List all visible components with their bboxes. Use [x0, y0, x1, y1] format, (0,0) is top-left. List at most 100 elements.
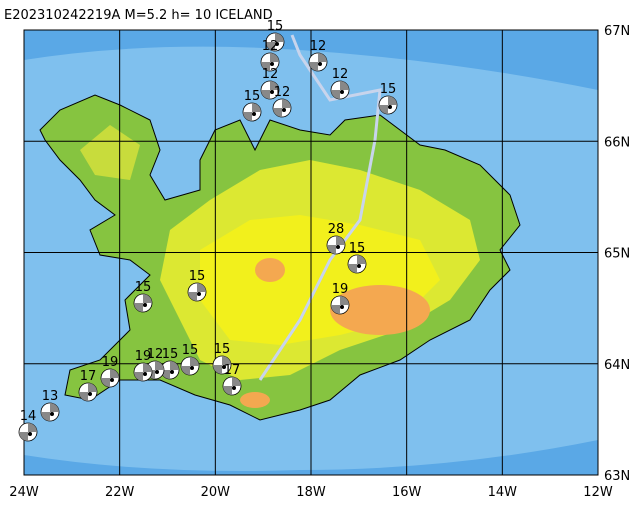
focal-mechanism: 13 [40, 389, 60, 422]
focal-mechanism: 14 [18, 409, 38, 442]
depth-label: 19 [332, 282, 349, 297]
lon-label: 18W [296, 485, 326, 500]
depth-label: 12 [310, 39, 327, 54]
beachball-quadrant [331, 296, 349, 314]
lon-label: 16W [392, 485, 422, 500]
beachball-quadrant [261, 53, 279, 71]
map-title: E202310242219A M=5.2 h= 10 ICELAND [4, 8, 273, 23]
beachball-axis [275, 42, 279, 46]
beachball-axis [340, 305, 344, 309]
graticule [23, 29, 599, 476]
beachball-axis [197, 292, 201, 296]
depth-label: 12 [262, 39, 279, 54]
beachball-quadrant [101, 369, 119, 387]
depth-label: 12 [262, 67, 279, 82]
depth-label: 15 [189, 269, 206, 284]
beachball-quadrant [134, 294, 152, 312]
beachball-axis [340, 90, 344, 94]
depth-label: 14 [20, 409, 37, 424]
beachball-axis [252, 112, 256, 116]
focal-mechanism: 12 [330, 67, 350, 100]
beachball-axis [28, 432, 32, 436]
depth-label: 15 [182, 343, 199, 358]
beachball-quadrant [134, 363, 152, 381]
depth-label: 13 [42, 389, 59, 404]
highland [80, 125, 140, 180]
beachball-axis [88, 392, 92, 396]
beachball-axis [282, 108, 286, 112]
depth-label: 12 [147, 347, 164, 362]
beachball-quadrant [309, 53, 327, 71]
focal-mechanism: 17 [78, 369, 98, 402]
focal-mechanism: 19 [133, 349, 153, 382]
glacier [240, 392, 270, 408]
focal-mechanism: 19 [100, 355, 120, 388]
focal-mechanism: 17 [222, 363, 242, 396]
beachball-quadrant [19, 423, 37, 441]
beachball-quadrant [273, 99, 291, 117]
depth-label: 15 [380, 82, 397, 97]
lat-label: 67N [604, 24, 630, 39]
focal-mechanism: 12 [260, 39, 280, 72]
focal-mechanism: 12 [260, 67, 280, 100]
depth-label: 12 [274, 85, 291, 100]
depth-label: 17 [80, 369, 97, 384]
beachball-axis [357, 264, 361, 268]
depth-label: 15 [214, 342, 231, 357]
depth-label: 28 [328, 222, 345, 237]
focal-mechanism: 15 [160, 347, 180, 380]
focal-mechanism: 15 [347, 241, 367, 274]
depth-label: 12 [332, 67, 349, 82]
focal-mechanism: 15 [180, 343, 200, 376]
beachball-axis [232, 386, 236, 390]
glacier [255, 258, 285, 282]
lon-label: 12W [583, 485, 613, 500]
beachball-axis [336, 245, 340, 249]
beachball-quadrant [266, 33, 284, 51]
glacier [330, 285, 430, 335]
depth-label: 17 [224, 363, 241, 378]
beachball-quadrant [188, 283, 206, 301]
beachball-quadrant [243, 103, 261, 121]
lat-label: 64N [604, 358, 630, 373]
lon-label: 20W [201, 485, 231, 500]
beachball-axis [222, 365, 226, 369]
beachball-axis [270, 90, 274, 94]
beachball-axis [50, 412, 54, 416]
depth-label: 15 [135, 280, 152, 295]
focal-mechanism: 15 [133, 280, 153, 313]
beachball-quadrant [41, 403, 59, 421]
beachball-axis [318, 62, 322, 66]
lat-label: 65N [604, 247, 630, 262]
beachball-quadrant [181, 357, 199, 375]
beachball-axis [110, 378, 114, 382]
depth-label: 15 [162, 347, 179, 362]
beachball-axis [190, 366, 194, 370]
depth-label: 15 [244, 89, 261, 104]
beachball-quadrant [379, 96, 397, 114]
focal-mechanism: 12 [272, 85, 292, 118]
focal-mechanism: 12 [308, 39, 328, 72]
lat-label: 66N [604, 135, 630, 150]
beachball-axis [143, 303, 147, 307]
plate-boundary [258, 34, 382, 381]
focal-mechanism: 15 [265, 19, 285, 52]
depth-label: 15 [349, 241, 366, 256]
lon-label: 14W [488, 485, 518, 500]
beachball-quadrant [331, 81, 349, 99]
lon-label: 24W [9, 485, 39, 500]
beachball-quadrant [261, 81, 279, 99]
beachball-quadrant [213, 356, 231, 374]
focal-mechanism: 15 [212, 342, 232, 375]
beachball-axis [143, 372, 147, 376]
depth-label: 19 [102, 355, 119, 370]
beachball-quadrant [223, 377, 241, 395]
depth-label: 19 [135, 349, 152, 364]
focal-mechanism: 15 [187, 269, 207, 302]
beachball-quadrant [161, 361, 179, 379]
depth-label: 15 [267, 19, 284, 34]
beachball-quadrant [79, 383, 97, 401]
beachball-axis [270, 62, 274, 66]
beachball-axis [155, 370, 159, 374]
